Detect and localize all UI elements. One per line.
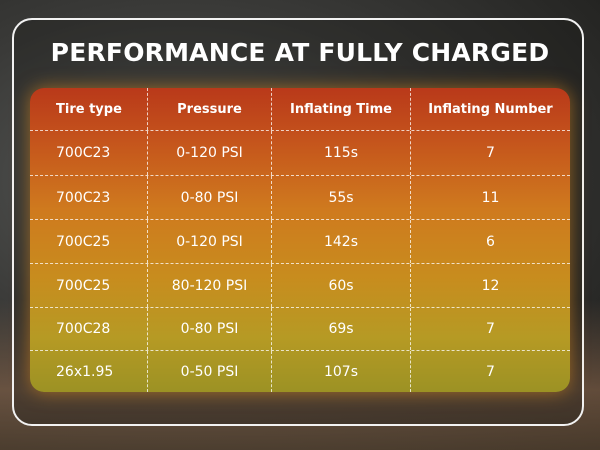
table-cell: 6 [410, 220, 570, 263]
table-cell: 0-120 PSI [147, 220, 271, 263]
table-row: 700C25 0-120 PSI 142s 6 [30, 219, 570, 263]
table-cell: 26x1.95 [56, 363, 114, 380]
table-cell: 0-50 PSI [147, 351, 271, 392]
table-cell: 700C23 [56, 189, 111, 206]
table-cell: 142s [271, 220, 410, 263]
table-row: 700C23 0-80 PSI 55s 11 [30, 175, 570, 219]
table-cell: 115s [271, 131, 410, 175]
table-cell: 7 [410, 131, 570, 175]
table-cell: Inflating Time [271, 88, 410, 130]
table-cell: 11 [410, 176, 570, 219]
table-cell: 700C23 [56, 145, 111, 161]
header-row: Tire type Pressure Inflating Time Inflating… [30, 88, 570, 130]
table-row: 26x1.95 0-50 PSI 107s 7 [30, 350, 570, 392]
table-cell: 80-120 PSI [147, 264, 271, 307]
table-cell: 107s [271, 351, 410, 392]
table-cell: 0-80 PSI [147, 176, 271, 219]
table-cell: 0-80 PSI [147, 308, 271, 350]
table-cell: 7 [410, 308, 570, 350]
table: Tire type Pressure Inflating Time Inflating… [30, 88, 570, 392]
table-cell: 55s [271, 176, 410, 219]
table-cell: Inflating Number [410, 88, 570, 130]
table-cell: 700C25 [56, 277, 111, 294]
table-cell: 700C25 [56, 233, 111, 250]
table-cell: 0-120 PSI [147, 131, 271, 175]
table-cell: Pressure [147, 88, 271, 130]
table-cell: 12 [410, 264, 570, 307]
table-cell: Tire type [56, 101, 122, 117]
title: PERFORMANCE AT FULLY CHARGED [50, 38, 550, 67]
table-row: 700C28 0-80 PSI 69s 7 [30, 307, 570, 350]
table-cell: 7 [410, 351, 570, 392]
table-cell: 700C28 [56, 321, 111, 337]
table-row: 700C25 80-120 PSI 60s 12 [30, 263, 570, 307]
table-row: 700C23 0-120 PSI 115s 7 [30, 130, 570, 175]
table-cell: 69s [271, 308, 410, 350]
table-cell: 60s [271, 264, 410, 307]
